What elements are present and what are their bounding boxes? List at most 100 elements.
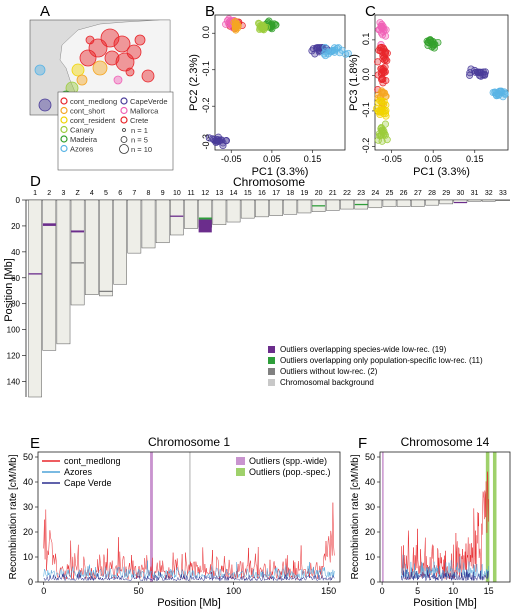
chromosome-label: 30: [456, 190, 464, 197]
chromosome-label: 17: [272, 190, 280, 197]
chromosome-bar: [170, 199, 184, 236]
panel-f-recombination: Chromosome 14 0 5 10 15 0 10 20 30 40 50 Position […: [350, 435, 511, 609]
map-circle-cont-medlong: [85, 35, 95, 45]
legend-d-swatch: [268, 357, 275, 364]
legend-a-label-crete: Crete: [130, 116, 148, 125]
y-axis-label: PC3 (1.8%): [348, 54, 360, 111]
chromosome-label: 12: [201, 190, 209, 197]
panel-letter-f: F: [358, 435, 367, 452]
y-tick-label: 40: [11, 248, 20, 257]
x-tick-label: 150: [321, 586, 336, 596]
pca-point-capeverde: [311, 50, 319, 58]
plot-frame: [37, 451, 341, 583]
pca-point-cont-resident: [373, 105, 381, 113]
y-tick-label: 0: [28, 577, 33, 587]
pca-point-canary: [377, 124, 385, 132]
legend-a-marker-cont-resident: [60, 116, 68, 124]
chromosome-bar: [325, 199, 340, 211]
chromosome-label: Z: [75, 190, 80, 197]
y-tick-label: 10: [23, 552, 33, 562]
chart-title: Chromosome 14: [401, 435, 490, 449]
outlier-without-lowrec: [71, 262, 85, 264]
x-tick-label: 0.15: [304, 154, 322, 164]
chromosome-label: 23: [357, 190, 365, 197]
pca-point-azores: [321, 43, 329, 52]
chromosome-label: 20: [315, 190, 323, 197]
panel-e-recombination: Chromosome 1 0 50 100 150 0 10 20 30 40 50 Position…: [8, 435, 341, 609]
map-circle-mallorca: [113, 75, 123, 85]
pca-point-cont-medlong: [377, 65, 385, 73]
legend-a-size-marker-3: [119, 144, 129, 154]
chromosome-bar: [184, 199, 198, 229]
chromosome-bar: [84, 199, 99, 295]
chromosome-label: 8: [147, 190, 151, 197]
chromosome-bar: [297, 199, 312, 214]
chromosome-bar: [155, 199, 170, 244]
y-tick-label: 40: [365, 477, 375, 487]
outlier-species-wide: [170, 215, 184, 217]
chromosome-label: 21: [329, 190, 337, 197]
chromosome-bar: [127, 199, 142, 254]
map-circle-cont-medlong: [134, 34, 146, 46]
chromosome-bar: [269, 199, 283, 216]
legend-a-label-mallorca: Mallorca: [130, 107, 159, 116]
chromosome-label: 1: [33, 190, 37, 197]
y-tick-label: -0.1: [361, 102, 371, 118]
chromosome-bar: [56, 199, 71, 345]
pca-point-cont-resident: [376, 110, 384, 119]
chromosome-label: 5: [104, 190, 108, 197]
chromosome-bar: [368, 199, 383, 209]
legend-a-marker-cont-short: [60, 106, 68, 115]
legend-e-band-label: Outliers (pop.-spec.): [249, 467, 331, 477]
outlier-band: [382, 452, 384, 582]
chromosome-bar: [113, 199, 127, 285]
x-tick-label: 0.05: [424, 154, 442, 164]
y-axis-label: Recombination rate [cM/Mb]: [350, 454, 361, 579]
pca-point-capeverde: [476, 72, 484, 80]
map-circle-cont-medlong: [79, 49, 97, 67]
legend-a-marker-cont-medlong: [60, 97, 68, 105]
y-axis-label: Recombination rate [cM/Mb]: [8, 454, 19, 579]
legend-d-label: Chromosomal background: [280, 378, 374, 387]
series-line-cont-medlong: [43, 502, 335, 581]
outlier-species-wide: [71, 230, 85, 233]
legend-a-size-label-2: n = 5: [131, 136, 148, 145]
chromosome-bar: [42, 199, 57, 351]
y-tick-label: 0: [370, 577, 375, 587]
legend-d-swatch: [268, 368, 275, 375]
chromosome-label: 26: [400, 190, 408, 197]
legend-a-marker-madeira: [60, 135, 68, 143]
y-tick-label: -0.1: [201, 61, 211, 77]
series-line-cape-verde: [43, 572, 335, 582]
y-axis-label: Position [Mb]: [3, 258, 15, 322]
chromosome-bar: [382, 199, 397, 207]
map-circle-crete: [141, 69, 155, 83]
chromosome-bar: [396, 199, 411, 207]
x-tick-label: -0.05: [381, 154, 402, 164]
y-tick-label: 0: [16, 196, 21, 205]
outlier-band: [492, 452, 497, 582]
panel-letter-c: C: [365, 3, 376, 20]
pca-point-mallorca: [379, 28, 387, 36]
y-tick-label: 0.0: [361, 68, 371, 81]
legend-d-swatch: [268, 379, 275, 386]
chromosome-label: 11: [187, 190, 194, 197]
outlier-species-wide: [453, 201, 467, 204]
chromosome-label: 7: [132, 190, 136, 197]
chromosome-label: 29: [442, 190, 450, 197]
pca-point-capeverde: [205, 134, 213, 142]
y-tick-label: 30: [23, 502, 33, 512]
panel-b-pca: -0.05 0.05 0.15 0.0 -0.1 -0.2 -0.3 PC1 (3.3%) PC…: [188, 14, 352, 178]
y-tick-label: 30: [365, 502, 375, 512]
legend-a-size-marker-2: [120, 136, 128, 143]
legend-a-marker-mallorca: [120, 106, 128, 115]
y-tick-label: -0.3: [201, 134, 211, 150]
legend-a-size-label-1: n = 1: [131, 126, 148, 135]
pca-point-canary: [379, 131, 388, 139]
x-tick-label: 5: [415, 586, 420, 596]
chromosome-bar: [496, 199, 510, 201]
pca-point-cont-short: [381, 89, 389, 97]
y-tick-label: 80: [11, 300, 20, 309]
x-tick-label: 0.15: [466, 154, 484, 164]
pca-point-madeira: [265, 17, 273, 25]
